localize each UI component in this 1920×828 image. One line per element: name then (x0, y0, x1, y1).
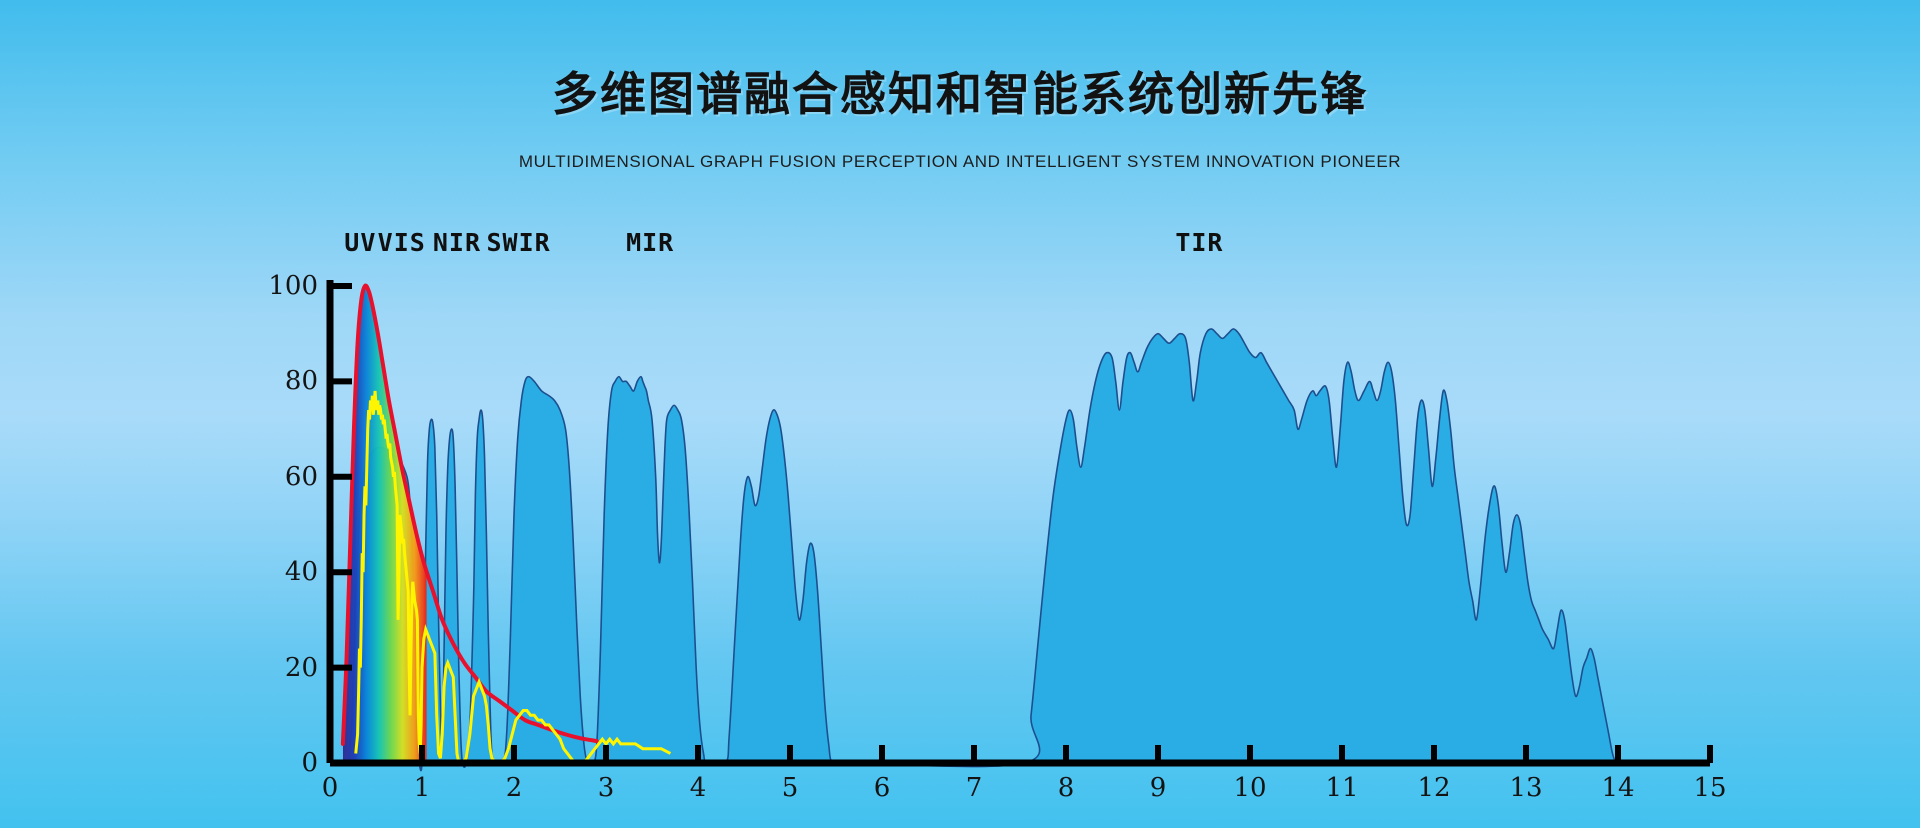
x-axis-tick-label: 0 (321, 773, 339, 803)
x-axis-tick-label: 7 (965, 773, 983, 803)
y-axis-tick-label: 60 (284, 461, 318, 492)
x-axis-tick-label: 5 (781, 773, 799, 803)
band-label-mir: MIR (626, 228, 675, 257)
y-axis-tick-label: 100 (268, 271, 318, 301)
x-axis-tick-label: 1 (413, 773, 431, 803)
y-axis-tick-label: 80 (284, 366, 318, 397)
x-axis-tick-label: 12 (1417, 773, 1451, 803)
atmospheric-transmission-area (347, 328, 1621, 772)
band-label-tir: TIR (1175, 228, 1224, 257)
y-axis-tick-label: 0 (301, 748, 318, 778)
x-axis-tick-label: 14 (1601, 773, 1635, 803)
y-axis-tick-label: 40 (284, 557, 318, 588)
x-axis-tick-label: 4 (689, 773, 707, 803)
band-label-vis: VIS (377, 228, 426, 257)
x-axis-tick-label: 11 (1325, 773, 1359, 803)
y-axis-tick-label: 20 (284, 652, 318, 683)
x-axis-tick-label: 15 (1693, 773, 1727, 803)
x-axis-tick-label: 8 (1057, 773, 1075, 803)
x-axis-tick-label: 10 (1233, 773, 1267, 803)
band-label-uv: UV (344, 228, 377, 257)
page-title: 多维图谱融合感知和智能系统创新先锋 (552, 68, 1368, 120)
spectral-band-label-row: UV VIS NIR SWIR MIR TIR (0, 228, 1920, 262)
x-axis-tick-label: 2 (505, 773, 523, 803)
x-axis-tick-label: 3 (597, 773, 615, 803)
band-label-nir: NIR (432, 228, 482, 257)
page-subtitle: MULTIDIMENSIONAL GRAPH FUSION PERCEPTION… (518, 152, 1402, 171)
solar-irradiance-curve (354, 390, 672, 765)
x-axis-tick-label: 9 (1149, 773, 1167, 803)
blackbody-radiation-curve (340, 283, 599, 746)
x-axis-tick-label: 13 (1509, 773, 1543, 803)
band-label-swir: SWIR (486, 228, 551, 257)
x-axis-tick-label: 6 (873, 773, 891, 803)
